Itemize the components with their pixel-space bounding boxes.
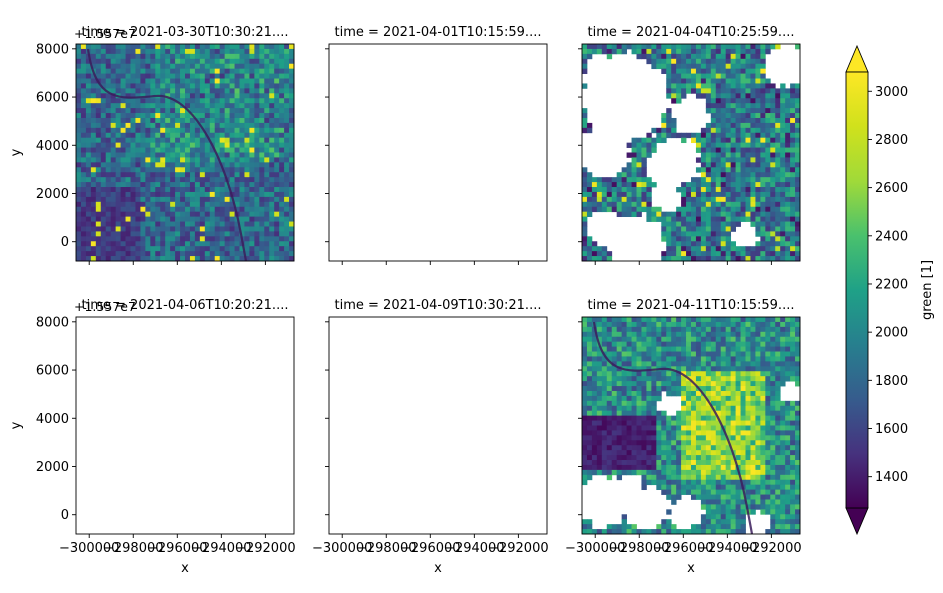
y-tick-label: 4000 xyxy=(36,412,69,427)
y-tick-label: 6000 xyxy=(36,91,69,106)
colorbar-tick-label: 1800 xyxy=(875,374,908,389)
panel-title: time = 2021-04-04T10:25:59.... xyxy=(588,25,795,40)
panel-title: time = 2021-04-11T10:15:59.... xyxy=(588,298,795,313)
x-axis-label: x xyxy=(434,561,442,576)
satellite-image xyxy=(76,44,294,261)
offset-label: +1.557e7 xyxy=(74,26,136,41)
y-tick-label: 0 xyxy=(61,235,69,250)
colorbar-tick-label: 2600 xyxy=(875,181,908,196)
satellite-image xyxy=(582,317,800,534)
y-axis-label: y xyxy=(9,148,24,156)
panel-1: time = 2021-03-30T10:30:21....+1.557e702… xyxy=(9,25,294,265)
colorbar-tick-label: 1400 xyxy=(875,470,908,485)
colorbar-tick-label: 2000 xyxy=(875,326,908,341)
x-axis-label: x xyxy=(181,561,189,576)
x-tick-label: −292000 xyxy=(741,541,802,556)
x-tick-label: −292000 xyxy=(488,541,549,556)
y-axis-label: y xyxy=(9,421,24,429)
y-tick-label: 0 xyxy=(61,508,69,523)
y-tick-label: 4000 xyxy=(36,139,69,154)
colorbar-tick-label: 2800 xyxy=(875,133,908,148)
colorbar-tick-label: 1600 xyxy=(875,422,908,437)
y-tick-label: 2000 xyxy=(36,460,69,475)
panel-2: time = 2021-04-01T10:15:59.... xyxy=(325,25,547,265)
offset-label: +1.557e7 xyxy=(74,299,136,314)
panel-3: time = 2021-04-04T10:25:59.... xyxy=(578,25,800,265)
panel-5: time = 2021-04-09T10:30:21....−300000−29… xyxy=(312,298,549,576)
axes-frame xyxy=(329,44,547,261)
colorbar-tick-label: 2200 xyxy=(875,277,908,292)
y-tick-label: 2000 xyxy=(36,187,69,202)
x-axis-label: x xyxy=(687,561,695,576)
colorbar-max-extend xyxy=(846,46,868,72)
panel-4: time = 2021-04-06T10:20:21....+1.557e702… xyxy=(9,298,296,576)
colorbar-min-extend xyxy=(846,508,868,534)
y-tick-label: 8000 xyxy=(36,315,69,330)
panel-title: time = 2021-04-09T10:30:21.... xyxy=(335,298,542,313)
axes-frame xyxy=(76,317,294,534)
axes-frame xyxy=(329,317,547,534)
colorbar-tick-label: 3000 xyxy=(875,85,908,100)
colorbar xyxy=(846,72,868,508)
satellite-image xyxy=(582,44,800,261)
panel-title: time = 2021-04-01T10:15:59.... xyxy=(335,25,542,40)
panel-6: time = 2021-04-11T10:15:59....−300000−29… xyxy=(565,298,802,576)
y-tick-label: 6000 xyxy=(36,364,69,379)
y-tick-label: 8000 xyxy=(36,42,69,57)
colorbar-label: green [1] xyxy=(920,260,935,320)
x-tick-label: −292000 xyxy=(235,541,296,556)
colorbar-tick-label: 2400 xyxy=(875,229,908,244)
